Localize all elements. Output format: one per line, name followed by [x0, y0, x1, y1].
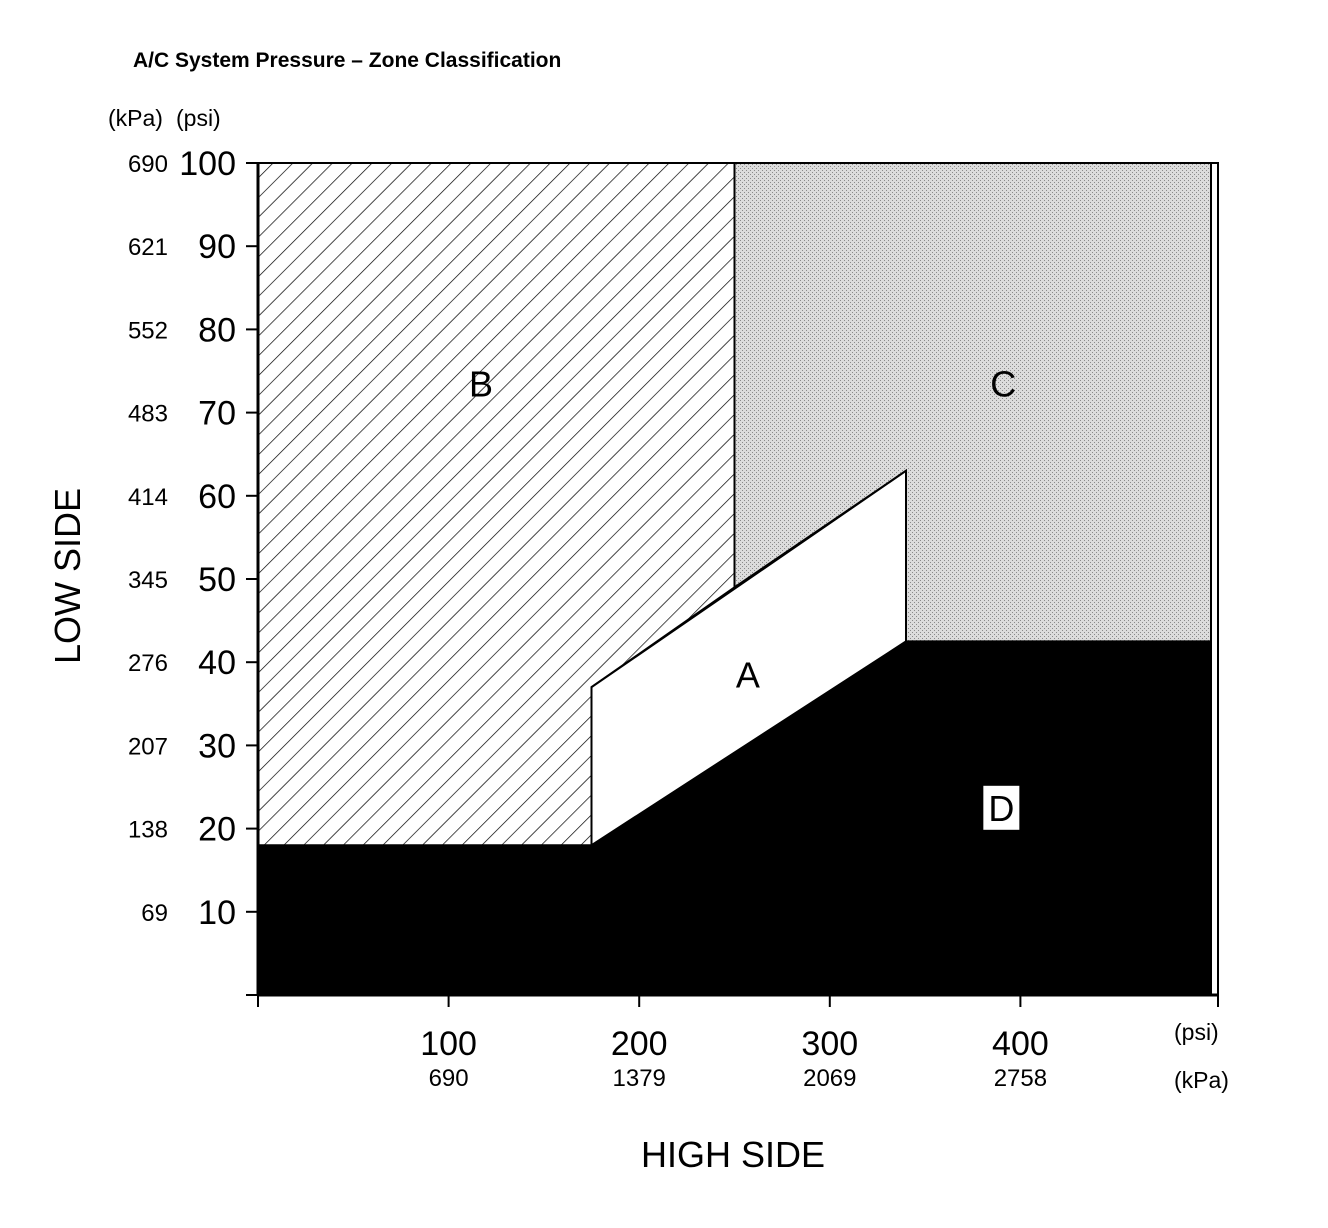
y-kpa-unit-label: (kPa)	[108, 105, 163, 131]
zone-a-label: A	[736, 655, 760, 696]
y-tick-label-psi-100: 100	[179, 145, 236, 183]
y-axis-label: LOW SIDE	[47, 488, 88, 664]
x-tick-label-psi-100: 100	[420, 1025, 477, 1063]
y-tick-label-psi-90: 90	[198, 228, 236, 266]
y-tick-label-kpa-414: 414	[128, 484, 168, 511]
y-tick-label-kpa-276: 276	[128, 650, 168, 677]
y-tick-label-psi-80: 80	[198, 311, 236, 349]
chart-title: A/C System Pressure – Zone Classificatio…	[133, 49, 561, 72]
zone-c-label: C	[990, 363, 1016, 404]
x-psi-unit-label: (psi)	[1174, 1019, 1219, 1045]
y-tick-label-psi-40: 40	[198, 644, 236, 682]
x-axis-label: HIGH SIDE	[641, 1134, 825, 1175]
zone-b-label: B	[469, 363, 493, 404]
y-tick-label-psi-50: 50	[198, 561, 236, 599]
y-psi-unit-label: (psi)	[176, 105, 221, 131]
x-tick-label-psi-300: 300	[801, 1025, 858, 1063]
y-tick-label-kpa-621: 621	[128, 234, 168, 261]
y-tick-label-kpa-345: 345	[128, 567, 168, 594]
y-tick-label-psi-30: 30	[198, 727, 236, 765]
y-tick-label-kpa-483: 483	[128, 401, 168, 428]
zone-d-label: D	[988, 788, 1014, 829]
y-tick-label-kpa-207: 207	[128, 733, 168, 760]
y-tick-label-psi-20: 20	[198, 811, 236, 849]
zone-labels-layer: D B C A	[469, 363, 1020, 830]
x-tick-label-kpa-690: 690	[429, 1065, 469, 1092]
y-tick-label-psi-60: 60	[198, 478, 236, 516]
y-tick-label-psi-70: 70	[198, 395, 236, 433]
axes-layer: 10 69 20 138 30 207 40 276 50 345 60 414 70 483 80 552 9…	[128, 145, 1219, 1092]
x-kpa-unit-label: (kPa)	[1174, 1067, 1229, 1093]
zone-d-label-bg	[983, 785, 1020, 830]
x-tick-label-psi-200: 200	[611, 1025, 668, 1063]
x-tick-label-kpa-2069: 2069	[803, 1065, 856, 1092]
y-tick-label-psi-10: 10	[198, 894, 236, 932]
y-tick-label-kpa-69: 69	[141, 900, 168, 927]
x-tick-label-kpa-2758: 2758	[994, 1065, 1047, 1092]
y-tick-label-kpa-138: 138	[128, 817, 168, 844]
x-tick-label-kpa-1379: 1379	[613, 1065, 666, 1092]
x-tick-label-psi-400: 400	[992, 1025, 1049, 1063]
zones-layer	[257, 162, 1212, 996]
zone-a-area	[590, 468, 907, 848]
y-tick-label-kpa-690: 690	[128, 151, 168, 178]
y-tick-label-kpa-552: 552	[128, 317, 168, 344]
